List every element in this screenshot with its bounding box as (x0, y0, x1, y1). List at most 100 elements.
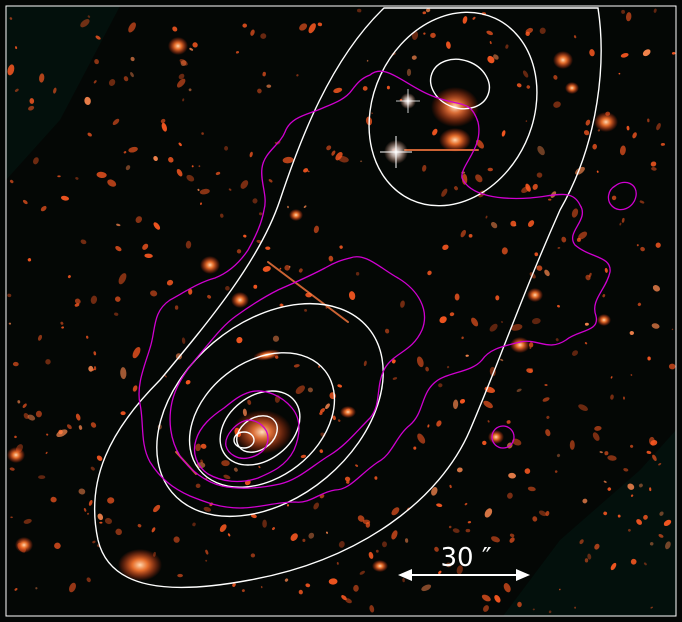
background-galaxy (225, 285, 230, 291)
background-galaxy (67, 275, 71, 279)
background-galaxy (27, 414, 36, 421)
background-galaxy (495, 295, 500, 301)
background-galaxy (484, 508, 493, 518)
background-galaxy (137, 524, 142, 528)
background-galaxy (341, 595, 347, 601)
background-galaxy (489, 323, 498, 332)
background-galaxy (544, 269, 550, 277)
background-galaxy (532, 183, 538, 190)
background-galaxy (298, 589, 303, 595)
background-galaxy (573, 35, 577, 39)
background-galaxy (594, 425, 602, 431)
background-galaxy (640, 246, 645, 252)
background-galaxy (471, 317, 479, 327)
background-galaxy (485, 215, 488, 219)
background-galaxy (215, 171, 221, 176)
background-galaxy (240, 180, 249, 189)
background-galaxy (623, 396, 625, 400)
background-galaxy (359, 570, 365, 575)
background-galaxy (526, 368, 533, 374)
background-galaxy (627, 483, 635, 490)
background-galaxy (584, 342, 588, 345)
background-galaxy (99, 521, 103, 524)
background-galaxy (610, 562, 617, 571)
background-galaxy (649, 487, 652, 492)
background-galaxy (45, 359, 51, 365)
background-galaxy (636, 519, 642, 525)
background-galaxy (287, 205, 289, 209)
background-galaxy (363, 360, 367, 367)
background-galaxy (22, 403, 27, 408)
background-galaxy (339, 245, 343, 249)
background-galaxy (571, 208, 579, 218)
image-frame (5, 5, 677, 617)
background-galaxy (618, 72, 621, 75)
background-galaxy (123, 76, 129, 82)
background-galaxy (422, 11, 427, 15)
background-galaxy (252, 198, 258, 204)
cluster-galaxy (15, 537, 33, 553)
background-galaxy (578, 404, 588, 412)
diffraction-spikes (396, 89, 420, 113)
background-galaxy (652, 285, 660, 292)
background-galaxy (355, 272, 360, 276)
background-galaxy (585, 119, 591, 126)
background-galaxy (107, 497, 115, 504)
background-galaxy (557, 304, 560, 308)
background-galaxy (449, 484, 452, 489)
background-galaxy (578, 231, 588, 240)
background-galaxy (205, 549, 209, 555)
background-galaxy (116, 223, 121, 227)
cluster-galaxy (553, 51, 573, 69)
background-galaxy (596, 170, 599, 173)
background-galaxy (555, 338, 559, 342)
background-galaxy (381, 541, 388, 548)
background-galaxy (279, 267, 282, 270)
background-galaxy (454, 293, 460, 301)
background-galaxy (300, 454, 307, 459)
background-galaxy (93, 366, 97, 371)
background-galaxy (472, 16, 476, 20)
background-galaxy (621, 9, 626, 14)
background-galaxy (336, 562, 339, 565)
white-contours (94, 7, 602, 589)
background-galaxy (207, 294, 212, 299)
background-galaxy (630, 558, 637, 565)
background-galaxy (241, 589, 245, 593)
background-galaxy (185, 379, 191, 385)
background-galaxy (628, 528, 631, 532)
background-galaxy (260, 585, 263, 589)
background-galaxy (461, 173, 468, 185)
background-galaxy (104, 517, 113, 525)
background-galaxy (150, 290, 158, 297)
cluster-galaxy (168, 37, 188, 55)
background-galaxy (132, 346, 141, 359)
background-galaxy (328, 255, 334, 262)
background-galaxy (366, 59, 369, 62)
background-galaxy (668, 363, 676, 370)
background-galaxy (326, 531, 328, 534)
background-galaxy (512, 438, 522, 446)
background-galaxy (464, 502, 468, 506)
background-galaxy (449, 312, 455, 317)
background-galaxy (589, 49, 595, 57)
background-galaxy (80, 239, 87, 245)
background-galaxy (528, 342, 534, 348)
background-galaxy (646, 450, 652, 454)
background-galaxy (123, 151, 127, 154)
background-galaxy (125, 165, 131, 171)
background-galaxy (304, 308, 308, 312)
background-galaxy (94, 59, 99, 65)
background-galaxy (284, 578, 289, 582)
background-galaxy (272, 527, 275, 531)
background-galaxy (538, 510, 547, 517)
background-galaxy (128, 146, 138, 153)
background-galaxy (293, 364, 300, 368)
background-galaxy (332, 415, 336, 421)
background-galaxy (87, 132, 92, 137)
background-galaxy (74, 303, 80, 307)
background-galaxy (548, 610, 552, 614)
background-galaxy (536, 172, 543, 178)
background-galaxy (617, 514, 621, 518)
background-galaxy (305, 583, 311, 588)
